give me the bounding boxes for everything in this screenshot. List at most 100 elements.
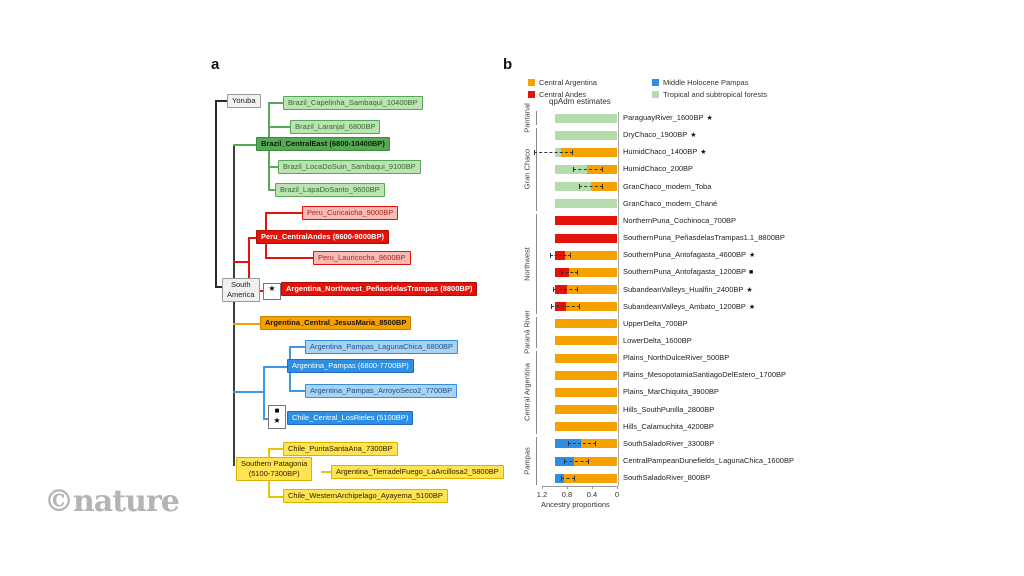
ancestry-bar xyxy=(554,473,617,483)
x-axis-tick-0.4 xyxy=(592,486,593,489)
row-label-text: DryChaco_1900BP xyxy=(623,130,688,140)
error-bar-line xyxy=(553,289,578,290)
row-label: ParaguayRiver_1600BP ★ xyxy=(623,113,713,122)
row-marker-symbol: ★ xyxy=(746,286,753,294)
group-label: Pampas xyxy=(522,447,532,475)
error-bar xyxy=(550,252,571,258)
error-bar-line xyxy=(533,151,574,153)
tree-line-stub-central-andes xyxy=(248,237,257,239)
tree-line-stub-lauricocha xyxy=(265,257,314,259)
tree-node-puntasantaana: Chile_PuntaSantaAna_7300BP xyxy=(283,442,398,456)
tree-line-stub-capelinha xyxy=(268,102,284,104)
x-axis-tick-label: 0.4 xyxy=(586,490,598,499)
tree-node-south-america: South America xyxy=(222,278,260,302)
bar-segment-central_andes xyxy=(554,216,617,226)
bar-segment-central_argentina xyxy=(567,285,617,294)
tree-node-central-east: Brazil_CentralEast (6800-10400BP) xyxy=(256,137,390,151)
row-label-text: SouthernPuna_Antofagasta_1200BP xyxy=(623,267,747,277)
error-bar-line xyxy=(578,186,603,188)
ancestry-bar xyxy=(554,199,617,209)
panel-a-label: a xyxy=(211,56,220,73)
error-bar xyxy=(572,166,603,172)
error-bar xyxy=(563,458,589,464)
ancestry-bar xyxy=(554,422,617,432)
ancestry-bar xyxy=(554,336,617,346)
tree-line-stub-cuncaicha xyxy=(265,212,303,214)
row-label: Hills_Calamuchita_4200BP xyxy=(623,422,714,431)
bar-segment-central_argentina xyxy=(565,302,617,312)
tree-line-stub-losrieles xyxy=(263,418,269,420)
ancestry-bar xyxy=(554,319,617,329)
row-label: UpperDelta_700BP xyxy=(623,319,688,328)
row-label-text: Hills_SouthPunilla_2800BP xyxy=(623,404,715,414)
row-label: DryChaco_1900BP ★ xyxy=(623,130,697,139)
error-bar-cap-left xyxy=(553,287,555,292)
error-bar-line xyxy=(567,443,597,445)
group-bracket-4 xyxy=(536,351,537,434)
axis-zero-line xyxy=(618,112,619,486)
ancestry-bar xyxy=(554,216,617,226)
row-label-text: SouthSaladoRiver_3300BP xyxy=(623,438,715,448)
bar-segment-tropical_forests xyxy=(554,199,617,209)
legend-label-central_argentina: Central Argentina xyxy=(539,78,597,87)
bar-segment-central_argentina xyxy=(590,182,617,192)
bar-segment-tropical_forests xyxy=(554,164,587,174)
error-bar-cap-left xyxy=(550,252,552,258)
error-bar-line xyxy=(550,254,571,256)
bar-segment-central_argentina xyxy=(573,456,617,466)
bar-segment-central_argentina xyxy=(554,319,617,329)
x-axis-tick-0 xyxy=(617,486,618,489)
error-bar-cap-right xyxy=(572,149,574,155)
row-label: SouthernPuna_PeñasdelasTrampas1.1_8800BP xyxy=(623,233,785,242)
row-label: NorthernPuna_Cochinoca_700BP xyxy=(623,216,736,225)
error-bar-cap-left xyxy=(563,458,565,464)
row-label-text: NorthernPuna_Cochinoca_700BP xyxy=(623,215,736,225)
bar-segment-middle_holocene_pampas xyxy=(554,473,564,483)
tree-line-stub-lagunachica xyxy=(289,346,306,348)
error-bar xyxy=(551,304,580,310)
error-bar xyxy=(533,149,574,155)
tree-marker-losrieles: ■ ★ xyxy=(268,405,286,429)
tree-line-stub-ayayema xyxy=(268,496,284,498)
row-label-text: HumidChaco_200BP xyxy=(623,164,694,174)
tree-line-pampas-vertical xyxy=(263,366,265,420)
error-bar-cap-right xyxy=(595,441,597,447)
row-label-text: Plains_MesopotamiaSantiagoDelEstero_1700… xyxy=(623,370,787,380)
group-label: Northwest xyxy=(522,246,532,281)
error-bar-cap-right xyxy=(601,184,603,190)
tree-node-laranjal: Brazil_Laranjal_6800BP xyxy=(290,120,381,134)
nature-watermark: ©nature xyxy=(44,484,180,519)
tree-line-branch-south-america xyxy=(215,286,224,288)
group-label: Pantanal xyxy=(522,103,532,133)
tree-node-penas: Argentina_Northwest_PeñasdelasTrampas (8… xyxy=(281,282,478,296)
row-marker-symbol: ★ xyxy=(700,149,707,157)
group-label: Paraná River xyxy=(522,310,532,355)
legend-label-central_andes: Central Andes xyxy=(539,90,587,99)
bar-segment-central_argentina xyxy=(568,267,617,277)
row-label: GranChaco_modern_Toba xyxy=(623,182,711,191)
row-label-text: SouthernPuna_Antofagasta_4600BP xyxy=(623,250,747,260)
row-label: SouthernPuna_Antofagasta_1200BP ■ xyxy=(623,267,753,276)
error-bar xyxy=(553,287,578,292)
row-label-text: GranChaco_modern_Chané xyxy=(623,198,718,208)
group-label: Gran Chaco xyxy=(522,149,532,190)
row-marker-symbol: ★ xyxy=(706,115,713,122)
row-label: Plains_MarChiquita_3900BP xyxy=(623,387,719,396)
ancestry-bar xyxy=(554,353,617,363)
tree-line-trunk-inner xyxy=(233,144,235,466)
tree-marker-penas: ★ xyxy=(263,283,281,300)
tree-line-stub-pampas-node xyxy=(263,366,288,368)
legend-swatch-central_andes xyxy=(528,91,535,98)
error-bar-cap-left xyxy=(533,149,535,155)
tree-line-stub-locadosuin xyxy=(268,166,279,168)
tree-line-stub-laranjal xyxy=(268,126,291,128)
row-label-text: GranChaco_modern_Toba xyxy=(623,181,712,191)
ancestry-bar xyxy=(554,113,617,123)
group-bracket-1 xyxy=(536,128,537,211)
row-label: Hills_SouthPunilla_2800BP xyxy=(623,405,714,414)
error-bar-cap-left xyxy=(567,441,569,447)
bar-segment-central_argentina xyxy=(554,353,617,363)
row-label-text: SouthSaladoRiver_800BP xyxy=(623,473,711,483)
error-bar-cap-right xyxy=(573,475,575,481)
error-bar-cap-left xyxy=(551,304,553,310)
